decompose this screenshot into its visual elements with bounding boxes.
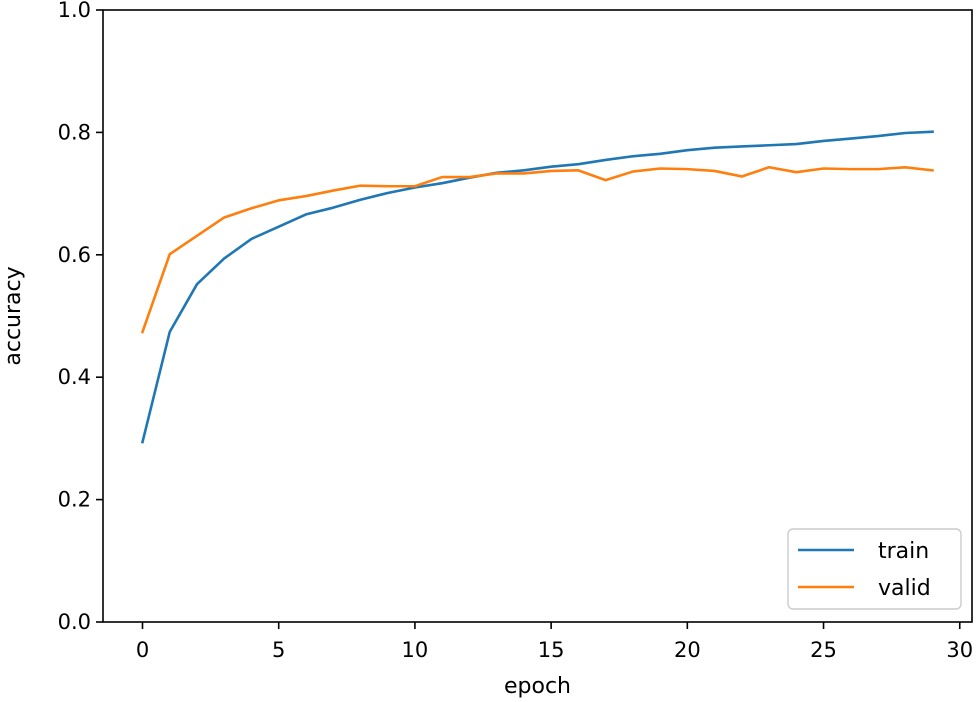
y-tick-label: 0.2 [58, 488, 91, 512]
x-tick-label: 15 [538, 638, 565, 662]
y-tick-label: 0.6 [58, 243, 91, 267]
x-tick-label: 0 [136, 638, 149, 662]
legend-box [787, 528, 962, 610]
y-tick-label: 0.8 [58, 120, 91, 144]
x-tick-label: 30 [946, 638, 973, 662]
x-tick-label: 5 [272, 638, 285, 662]
series-line-valid [140, 165, 934, 334]
x-tick-label: 10 [402, 638, 429, 662]
series-layer [140, 130, 934, 444]
axes-frame [102, 9, 973, 623]
y-tick-label: 0.0 [58, 610, 91, 634]
x-tick-label: 25 [810, 638, 837, 662]
x-axis-ticks: 0 5 10 15 20 25 30 [136, 622, 973, 662]
y-tick-label: 0.4 [58, 365, 91, 389]
y-axis-title: accuracy [1, 266, 26, 365]
legend-label-train: train [878, 539, 929, 564]
series-line-train [140, 130, 934, 444]
legend: train valid [787, 528, 962, 610]
x-axis-title: epoch [504, 674, 571, 699]
legend-label-valid: valid [878, 576, 931, 601]
y-tick-label: 1.0 [58, 0, 91, 22]
y-axis-ticks: 0.0 0.2 0.4 0.6 0.8 1.0 [58, 0, 103, 634]
x-tick-label: 20 [674, 638, 701, 662]
